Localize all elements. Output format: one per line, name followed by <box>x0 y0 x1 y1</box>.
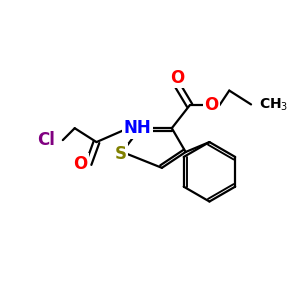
Text: O: O <box>74 155 88 173</box>
Text: CH$_3$: CH$_3$ <box>259 96 288 112</box>
Text: NH: NH <box>123 119 151 137</box>
Text: Cl: Cl <box>37 131 55 149</box>
Text: O: O <box>171 69 185 87</box>
Text: S: S <box>114 145 126 163</box>
Text: O: O <box>204 96 219 114</box>
